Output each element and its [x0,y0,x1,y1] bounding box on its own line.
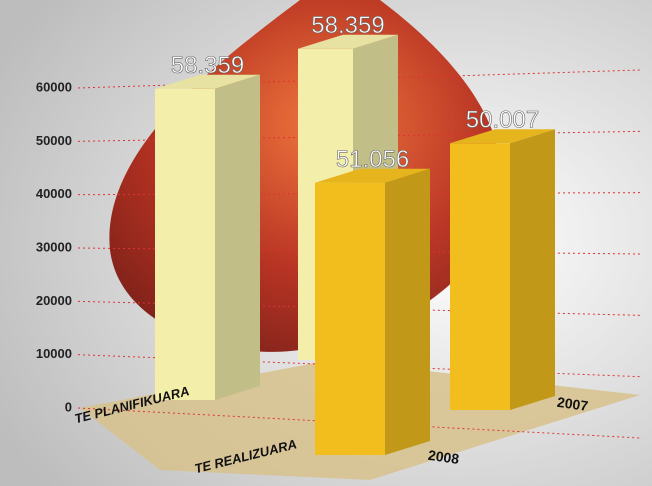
bar-side [215,74,260,400]
bar-top [298,34,398,49]
bar [155,74,260,400]
bar-side [385,168,430,455]
y-tick-label: 50000 [36,133,72,148]
bar-top [315,168,430,183]
bar-top [155,74,260,89]
bar [315,168,430,455]
y-tick-label: 20000 [36,293,72,308]
bar-front [315,182,385,455]
y-tick-label: 60000 [36,79,72,94]
bar-front [450,143,510,410]
bar-front [155,88,215,400]
value-label: 50.007 [466,107,539,134]
value-label: 51.056 [336,146,409,173]
bar-side [510,129,555,410]
value-label: 58.359 [171,52,244,79]
y-tick-label: 30000 [36,239,72,254]
bar [450,129,555,410]
value-label: 58.359 [311,12,384,39]
x-tick-label: 2007 [556,394,589,414]
x-tick-label: 2008 [427,447,460,467]
y-tick-label: 40000 [36,186,72,201]
y-tick-label: 0 [65,399,72,414]
bar-top [450,129,555,144]
y-tick-label: 10000 [36,346,72,361]
